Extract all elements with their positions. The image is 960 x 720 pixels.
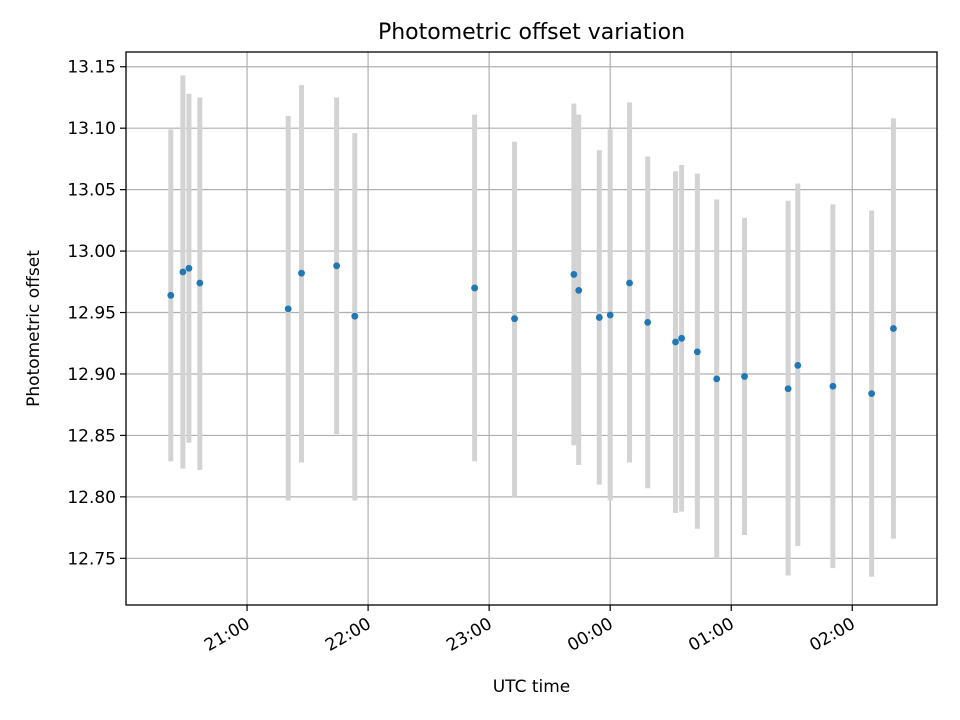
- data-point: [644, 318, 652, 326]
- y-tick-label: 13.10: [67, 119, 116, 139]
- y-tick-label: 12.80: [67, 488, 116, 508]
- chart-title: Photometric offset variation: [378, 20, 685, 45]
- y-tick-label: 12.75: [67, 549, 116, 569]
- y-axis-label: Photometric offset: [24, 250, 44, 407]
- data-point: [672, 338, 679, 346]
- data-point: [570, 271, 578, 278]
- data-point: [595, 314, 603, 321]
- data-point: [471, 284, 479, 292]
- y-tick-label: 12.85: [67, 426, 116, 446]
- data-point: [868, 390, 876, 398]
- data-point: [794, 361, 802, 369]
- data-point: [829, 382, 837, 390]
- data-point: [784, 385, 792, 393]
- data-points: [167, 262, 897, 398]
- y-tick-label: 13.00: [67, 242, 116, 262]
- data-point: [196, 279, 204, 287]
- y-tick-label: 12.95: [67, 304, 116, 324]
- data-point: [575, 287, 583, 294]
- x-axis-label: UTC time: [493, 677, 571, 697]
- data-point: [298, 269, 305, 277]
- y-tick-label: 12.90: [67, 365, 116, 385]
- data-point: [693, 348, 701, 356]
- grid: [126, 52, 937, 605]
- data-point: [741, 373, 748, 380]
- data-point: [333, 262, 341, 270]
- y-axis-ticks: 12.75 12.80 12.85 12.90 12.95 13.00 13.05 13.10…: [67, 58, 126, 569]
- data-point: [167, 291, 175, 299]
- data-point: [890, 325, 897, 332]
- data-point: [678, 334, 685, 342]
- data-point: [713, 375, 721, 383]
- y-tick-label: 13.15: [67, 58, 116, 78]
- plot-frame: [125, 51, 938, 606]
- data-point: [185, 264, 193, 272]
- data-point: [351, 312, 359, 320]
- data-point: [284, 305, 292, 313]
- data-point: [606, 311, 614, 319]
- data-point: [626, 279, 633, 287]
- data-point: [511, 315, 518, 323]
- y-tick-label: 13.05: [67, 181, 116, 201]
- data-point: [179, 268, 187, 276]
